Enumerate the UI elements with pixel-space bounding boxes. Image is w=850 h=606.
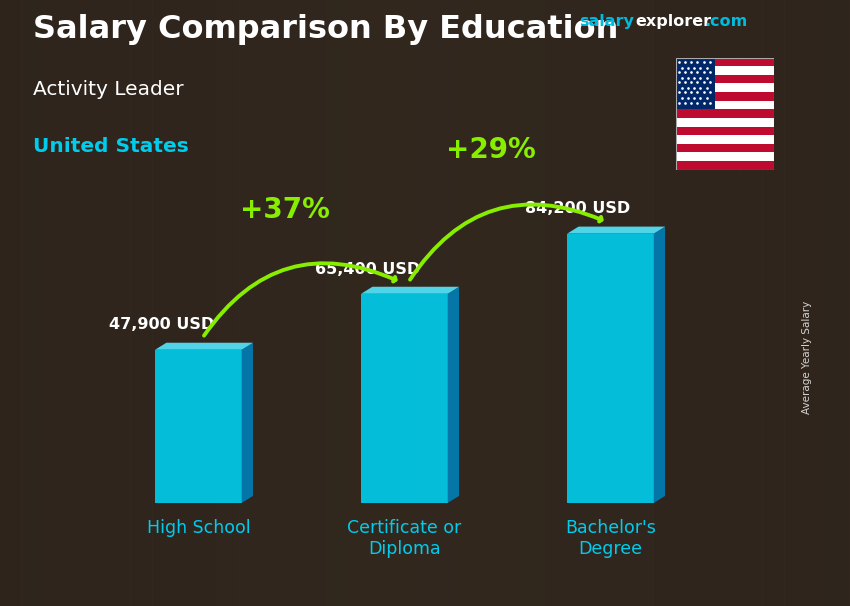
Bar	[654, 0, 675, 606]
Bar	[22, 0, 43, 606]
Bar	[676, 58, 715, 109]
Polygon shape	[654, 227, 665, 503]
Bar	[719, 0, 740, 606]
Bar	[676, 127, 774, 135]
Text: 47,900 USD: 47,900 USD	[109, 318, 214, 333]
Text: +29%: +29%	[446, 136, 536, 164]
Bar	[88, 0, 109, 606]
Bar	[327, 0, 348, 606]
Bar	[676, 118, 774, 127]
Text: explorer: explorer	[636, 15, 711, 29]
Bar	[828, 0, 849, 606]
Polygon shape	[361, 287, 459, 294]
Bar	[240, 0, 261, 606]
Bar	[741, 0, 762, 606]
Text: High School: High School	[146, 519, 250, 537]
Polygon shape	[567, 234, 654, 503]
Bar	[43, 0, 65, 606]
Bar	[109, 0, 130, 606]
Bar	[152, 0, 173, 606]
Bar	[676, 84, 774, 92]
Bar	[131, 0, 152, 606]
Bar	[676, 75, 774, 84]
Bar	[676, 58, 774, 66]
Text: Average Yearly Salary: Average Yearly Salary	[802, 301, 812, 414]
Bar	[0, 0, 21, 606]
Bar	[676, 101, 774, 109]
Text: 65,400 USD: 65,400 USD	[314, 262, 420, 276]
Bar	[457, 0, 479, 606]
Text: Activity Leader: Activity Leader	[33, 80, 184, 99]
Text: +37%: +37%	[240, 196, 330, 224]
Bar	[610, 0, 632, 606]
Polygon shape	[241, 343, 253, 503]
Bar	[174, 0, 196, 606]
Bar	[676, 0, 697, 606]
Polygon shape	[155, 343, 253, 350]
Bar	[502, 0, 523, 606]
Text: Certificate or
Diploma: Certificate or Diploma	[348, 519, 462, 558]
Bar	[785, 0, 806, 606]
Bar	[545, 0, 566, 606]
Bar	[676, 144, 774, 153]
Text: 84,200 USD: 84,200 USD	[524, 201, 630, 216]
Bar	[283, 0, 304, 606]
Text: .com: .com	[704, 15, 747, 29]
Bar	[523, 0, 544, 606]
Bar	[567, 0, 588, 606]
Bar	[371, 0, 392, 606]
Text: Salary Comparison By Education: Salary Comparison By Education	[33, 15, 619, 45]
Bar	[676, 66, 774, 75]
Bar	[698, 0, 719, 606]
Bar	[676, 153, 774, 161]
Bar	[588, 0, 609, 606]
Bar	[807, 0, 828, 606]
Bar	[65, 0, 87, 606]
Bar	[348, 0, 370, 606]
Polygon shape	[361, 294, 448, 503]
Bar	[262, 0, 283, 606]
Text: Bachelor's
Degree: Bachelor's Degree	[565, 519, 656, 558]
Bar	[305, 0, 326, 606]
Bar	[762, 0, 784, 606]
Bar	[676, 92, 774, 101]
Polygon shape	[567, 227, 665, 234]
Bar	[218, 0, 239, 606]
Polygon shape	[448, 287, 459, 503]
Text: salary: salary	[579, 15, 634, 29]
Bar	[676, 161, 774, 170]
Text: United States: United States	[33, 137, 190, 156]
Bar	[632, 0, 654, 606]
Bar	[436, 0, 457, 606]
Bar	[676, 109, 774, 118]
Bar	[676, 135, 774, 144]
Bar	[414, 0, 435, 606]
Polygon shape	[155, 350, 241, 503]
Bar	[196, 0, 218, 606]
Bar	[479, 0, 501, 606]
Bar	[393, 0, 414, 606]
